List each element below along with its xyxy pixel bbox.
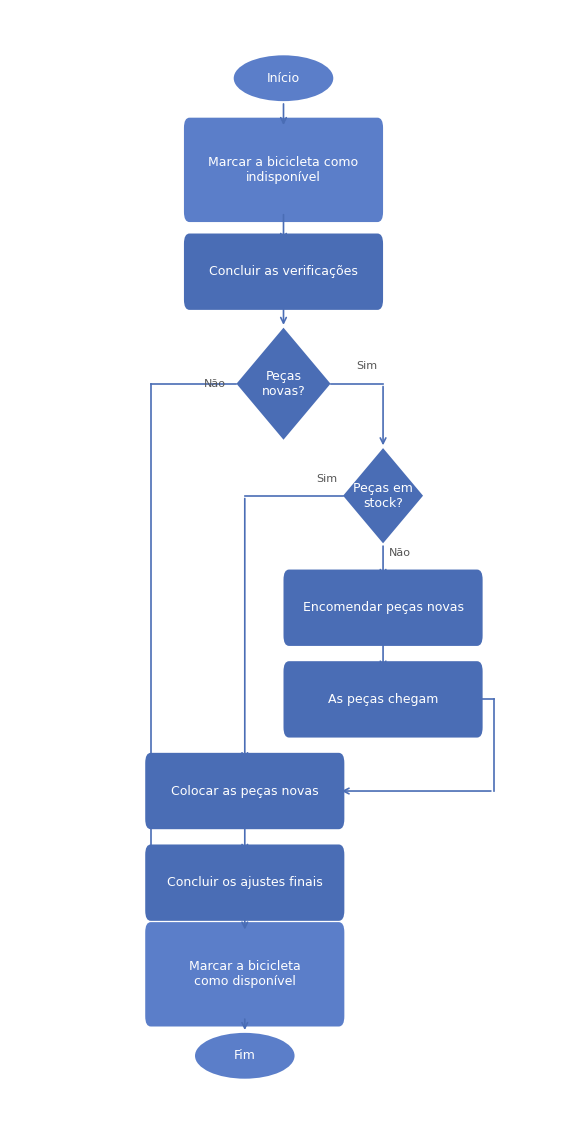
Text: Não: Não	[204, 379, 226, 389]
Text: As peças chegam: As peças chegam	[328, 693, 438, 705]
Ellipse shape	[195, 1033, 295, 1078]
Ellipse shape	[234, 56, 333, 101]
Text: Concluir as verificações: Concluir as verificações	[209, 265, 358, 278]
Text: Colocar as peças novas: Colocar as peças novas	[171, 785, 319, 797]
FancyBboxPatch shape	[184, 234, 383, 310]
Text: Peças em
stock?: Peças em stock?	[353, 482, 413, 509]
Text: Marcar a bicicleta
como disponível: Marcar a bicicleta como disponível	[189, 960, 301, 989]
Text: Encomendar peças novas: Encomendar peças novas	[303, 601, 464, 615]
FancyBboxPatch shape	[145, 845, 344, 921]
FancyBboxPatch shape	[184, 118, 383, 222]
Text: Concluir os ajustes finais: Concluir os ajustes finais	[167, 877, 323, 889]
Text: Início: Início	[267, 71, 300, 85]
Text: Marcar a bicicleta como
indisponível: Marcar a bicicleta como indisponível	[209, 155, 358, 184]
Text: Fim: Fim	[234, 1049, 256, 1063]
FancyBboxPatch shape	[145, 922, 344, 1026]
Text: Sim: Sim	[316, 474, 337, 483]
Text: Sim: Sim	[357, 362, 378, 372]
Polygon shape	[236, 328, 331, 440]
FancyBboxPatch shape	[145, 753, 344, 829]
Polygon shape	[343, 448, 423, 543]
FancyBboxPatch shape	[284, 661, 483, 737]
FancyBboxPatch shape	[284, 569, 483, 646]
Text: Peças
novas?: Peças novas?	[261, 370, 306, 398]
Text: Não: Não	[388, 549, 411, 558]
